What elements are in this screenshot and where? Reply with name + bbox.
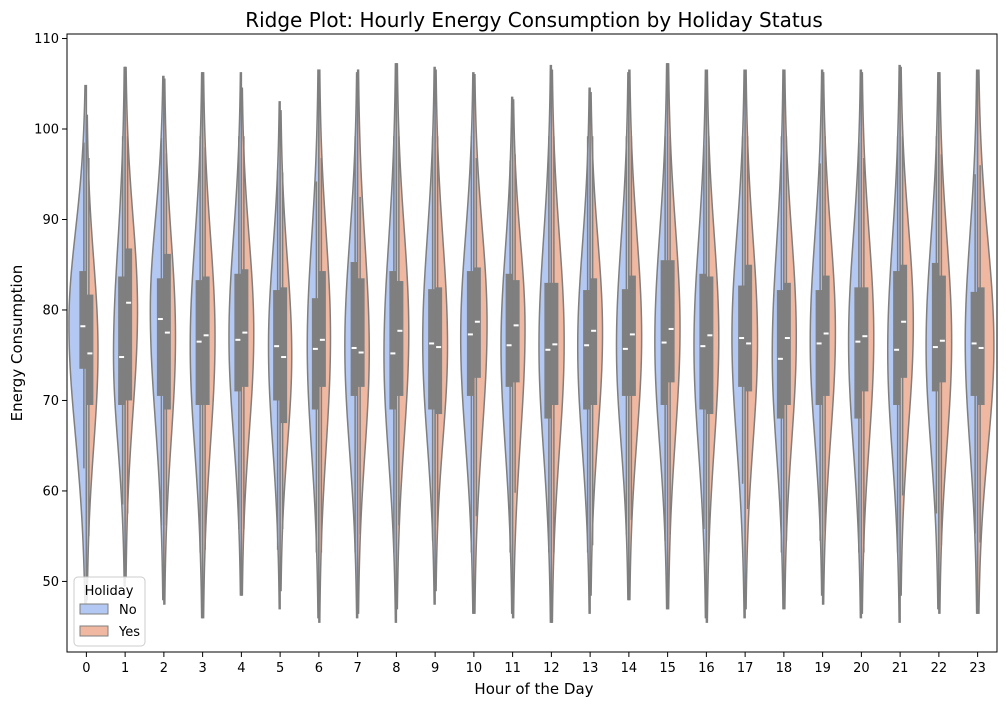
legend: Holiday No Yes: [73, 576, 146, 647]
x-tick-label: 3: [198, 661, 206, 676]
box-no-hour-18: [776, 290, 784, 419]
box-yes-hour-15: [667, 260, 675, 383]
box-no-hour-20: [854, 287, 862, 419]
y-tick-label: 100: [34, 123, 59, 138]
chart-title: Ridge Plot: Hourly Energy Consumption by…: [245, 8, 823, 32]
x-tick-label: 7: [353, 661, 361, 676]
x-tick-label: 6: [315, 661, 323, 676]
box-yes-hour-20: [861, 287, 869, 392]
legend-title: Holiday: [85, 584, 134, 599]
x-tick-label: 17: [737, 661, 754, 676]
box-no-hour-2: [156, 278, 164, 396]
y-tick-label: 110: [34, 32, 59, 47]
x-tick-label: 12: [543, 661, 560, 676]
x-tick-label: 0: [82, 661, 90, 676]
box-yes-hour-4: [241, 269, 249, 387]
box-yes-hour-14: [628, 275, 636, 396]
box-no-hour-21: [893, 271, 901, 405]
legend-swatch-no: [79, 603, 109, 615]
legend-swatch-yes: [79, 625, 109, 637]
box-yes-hour-1: [125, 248, 133, 401]
box-yes-hour-19: [822, 275, 830, 396]
box-no-hour-17: [738, 285, 746, 387]
x-tick-label: 10: [466, 661, 483, 676]
plot-frame: [66, 33, 998, 653]
x-tick-label: 19: [814, 661, 831, 676]
box-yes-hour-22: [938, 275, 946, 383]
x-tick-label: 11: [504, 661, 521, 676]
x-tick-label: 13: [582, 661, 599, 676]
box-yes-hour-9: [435, 287, 443, 415]
violin-no-hour-0: [68, 84, 88, 614]
x-tick-label: 15: [659, 661, 676, 676]
box-yes-hour-11: [512, 280, 520, 383]
box-yes-hour-5: [280, 287, 288, 424]
x-tick-label: 16: [698, 661, 715, 676]
box-yes-hour-6: [318, 271, 326, 387]
y-axis: 50 60 70 80 90 100 110: [34, 32, 67, 590]
box-no-hour-4: [234, 273, 242, 392]
x-tick-label: 14: [621, 661, 638, 676]
box-no-hour-7: [350, 262, 358, 396]
box-yes-hour-13: [590, 278, 598, 405]
box-no-hour-15: [660, 260, 668, 405]
y-tick-label: 80: [42, 303, 59, 318]
x-axis-title: Hour of the Day: [474, 680, 593, 698]
box-yes-hour-8: [396, 281, 404, 396]
box-no-hour-22: [931, 262, 939, 392]
plot-area: [68, 63, 995, 623]
x-tick-label: 23: [969, 661, 986, 676]
box-yes-hour-23: [977, 287, 985, 405]
y-tick-label: 60: [42, 484, 59, 499]
box-yes-hour-16: [706, 276, 714, 415]
box-no-hour-6: [311, 298, 319, 410]
box-yes-hour-3: [202, 276, 210, 405]
x-tick-label: 2: [160, 661, 168, 676]
box-no-hour-1: [118, 276, 126, 405]
violin-yes-hour-23: [976, 69, 995, 614]
y-tick-label: 90: [42, 213, 59, 228]
x-axis: 0 1 2 3 4 5 6 7 8 9 10 11 12 13 14 15 16 17 18 19 20 21 22 23: [82, 652, 986, 676]
y-axis-title: Energy Consumption: [8, 265, 26, 422]
x-tick-label: 1: [121, 661, 129, 676]
x-tick-label: 22: [931, 661, 948, 676]
x-tick-label: 21: [892, 661, 909, 676]
box-no-hour-14: [621, 289, 629, 396]
box-no-hour-19: [815, 290, 823, 405]
box-no-hour-13: [583, 290, 591, 410]
box-no-hour-16: [699, 273, 707, 410]
x-tick-label: 9: [431, 661, 439, 676]
y-tick-label: 70: [42, 394, 59, 409]
box-no-hour-8: [389, 271, 397, 410]
x-tick-label: 20: [853, 661, 870, 676]
box-yes-hour-7: [357, 278, 365, 387]
box-yes-hour-18: [783, 282, 791, 405]
box-yes-hour-17: [745, 264, 753, 392]
box-no-hour-0: [79, 271, 87, 369]
x-tick-label: 4: [237, 661, 245, 676]
legend-label-no: No: [119, 603, 137, 618]
legend-label-yes: Yes: [118, 625, 140, 640]
box-yes-hour-0: [86, 294, 94, 405]
box-no-hour-9: [428, 289, 436, 410]
x-tick-label: 8: [392, 661, 400, 676]
x-tick-label: 18: [776, 661, 793, 676]
y-tick-label: 50: [42, 575, 59, 590]
box-no-hour-11: [505, 273, 513, 387]
x-tick-label: 5: [276, 661, 284, 676]
